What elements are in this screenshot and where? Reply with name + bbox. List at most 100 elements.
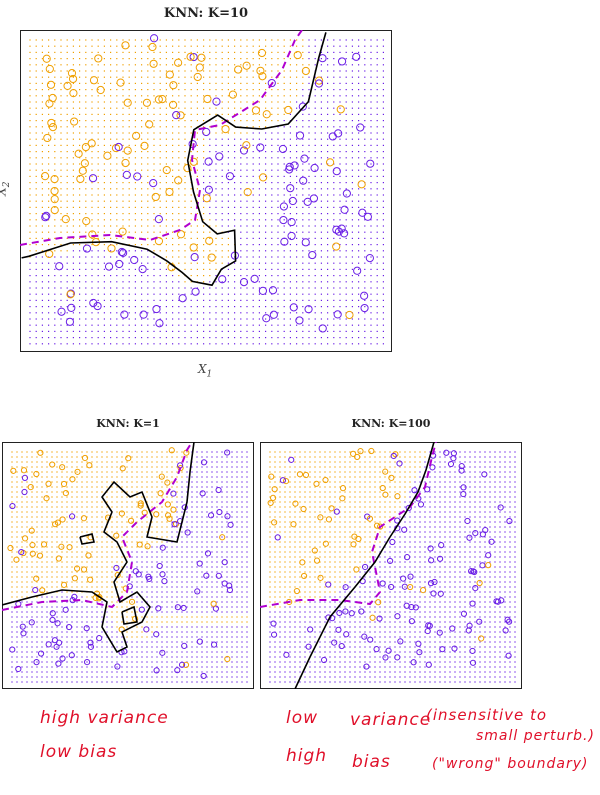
data-point-orange (256, 66, 265, 75)
data-point-orange (284, 105, 293, 115)
data-point-purple (200, 672, 207, 680)
data-point-purple (256, 143, 265, 152)
data-point-purple (458, 463, 465, 470)
data-point-orange (45, 64, 54, 74)
data-point-purple (352, 52, 361, 61)
data-point-orange (60, 480, 68, 488)
data-point-orange (94, 54, 103, 63)
data-point-orange (80, 566, 88, 573)
data-point-orange (182, 661, 190, 669)
data-point-purple (488, 538, 495, 545)
data-point-orange (50, 186, 59, 196)
data-point-purple (466, 622, 473, 629)
data-point-orange (300, 572, 308, 580)
data-point-purple (335, 626, 342, 633)
data-point-purple (155, 319, 164, 328)
data-point-purple (295, 131, 305, 140)
data-point-orange (382, 491, 389, 498)
data-point-orange (149, 59, 158, 68)
data-point-purple (288, 456, 295, 463)
data-point-orange (142, 98, 152, 107)
data-point-purple (476, 618, 483, 625)
data-point-purple (153, 631, 160, 638)
data-point-purple (20, 630, 27, 637)
data-point-purple (439, 646, 446, 653)
data-point-orange (339, 495, 346, 502)
data-point-orange (322, 540, 329, 547)
data-point-purple (28, 619, 35, 626)
data-point-orange (221, 125, 230, 134)
data-point-purple (138, 265, 147, 274)
data-point-orange (290, 521, 297, 528)
data-point-orange (33, 575, 40, 582)
note-small-perturb: small perturb.) (476, 728, 595, 744)
data-point-purple (506, 517, 513, 525)
data-point-purple (343, 631, 350, 638)
data-point-orange (13, 556, 20, 563)
data-point-purple (304, 305, 313, 314)
data-point-purple (178, 661, 186, 668)
data-point-purple (279, 477, 287, 484)
data-point-purple (361, 563, 369, 571)
data-point-purple (189, 52, 198, 62)
data-point-orange (118, 510, 125, 517)
data-point-purple (159, 544, 166, 551)
data-point-purple (405, 504, 412, 512)
data-point-orange (7, 544, 14, 552)
data-point-purple (334, 227, 344, 236)
data-point-orange (69, 476, 76, 483)
data-point-purple (215, 572, 222, 579)
data-point-purple (279, 202, 289, 211)
data-point-purple (331, 639, 338, 646)
data-point-orange (62, 489, 69, 497)
data-point-purple (469, 647, 476, 655)
data-point-purple (424, 627, 431, 635)
data-point-orange (219, 534, 226, 541)
data-point-orange (350, 450, 357, 457)
data-point-orange (21, 535, 29, 542)
data-point-orange (50, 206, 59, 215)
data-point-orange (71, 575, 79, 582)
data-point-orange (52, 521, 59, 528)
data-point-purple (299, 176, 308, 185)
data-point-purple (332, 225, 341, 234)
data-point-orange (76, 174, 85, 184)
data-point-purple (204, 157, 213, 166)
data-point-orange (174, 58, 183, 67)
data-point-purple (19, 623, 26, 630)
data-point-purple (287, 217, 296, 227)
data-point-purple (481, 471, 488, 478)
note-low-bias: low bias (40, 742, 118, 762)
data-point-orange (66, 290, 75, 299)
data-point-purple (309, 194, 319, 203)
data-point-purple (403, 554, 411, 561)
data-point-purple (269, 310, 278, 319)
data-point-purple (449, 625, 456, 632)
data-point-purple (199, 490, 206, 497)
data-point-orange (165, 187, 174, 197)
data-point-purple (117, 247, 126, 257)
data-point-orange (176, 230, 186, 239)
data-point-purple (376, 615, 383, 622)
data-point-purple (55, 660, 62, 667)
data-point-orange (96, 85, 105, 95)
k100-chart-title: KNN: K=100 (351, 417, 431, 430)
data-point-purple (353, 266, 362, 275)
data-point-orange (162, 165, 171, 175)
data-point-purple (464, 517, 471, 525)
data-point-orange (296, 471, 304, 478)
data-point-purple (202, 127, 211, 137)
data-point-purple (83, 659, 91, 666)
data-point-purple (130, 255, 139, 265)
data-point-purple (89, 298, 98, 308)
data-point-purple (397, 638, 404, 645)
data-point-orange (87, 576, 94, 583)
note-insensitive: (insensitive to (426, 706, 548, 724)
data-point-purple (143, 626, 150, 633)
data-point-purple (338, 642, 345, 650)
data-point-purple (132, 568, 139, 575)
data-point-orange (29, 550, 36, 557)
top-x-axis-label: X1 (198, 362, 213, 380)
data-point-orange (259, 173, 268, 182)
data-point-orange (257, 48, 267, 58)
